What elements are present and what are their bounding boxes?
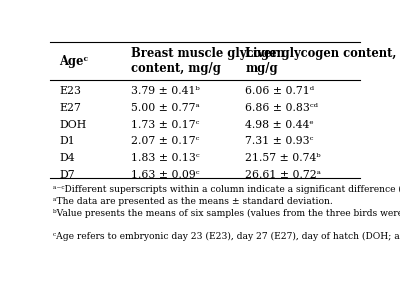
Text: 2.07 ± 0.17ᶜ: 2.07 ± 0.17ᶜ [131, 136, 199, 147]
Text: 4.98 ± 0.44ᵉ: 4.98 ± 0.44ᵉ [245, 120, 314, 130]
Text: ᵃ⁻ᶜDifferent superscripts within a column indicate a significant difference (p <: ᵃ⁻ᶜDifferent superscripts within a colum… [53, 185, 400, 194]
Text: Ageᶜ: Ageᶜ [59, 55, 88, 68]
Text: 7.31 ± 0.93ᶜ: 7.31 ± 0.93ᶜ [245, 136, 314, 147]
Text: E23: E23 [59, 86, 81, 97]
Text: Breast muscle glycogen
content, mg/g: Breast muscle glycogen content, mg/g [131, 47, 284, 75]
Text: ᵇValue presents the means of six samples (values from the three birds were poole: ᵇValue presents the means of six samples… [53, 209, 400, 218]
Text: 6.06 ± 0.71ᵈ: 6.06 ± 0.71ᵈ [245, 86, 314, 97]
Text: 26.61 ± 0.72ᵃ: 26.61 ± 0.72ᵃ [245, 170, 321, 180]
Text: 1.63 ± 0.09ᶜ: 1.63 ± 0.09ᶜ [131, 170, 199, 180]
Text: ᶜAge refers to embryonic day 23 (E23), day 27 (E27), day of hatch (DOH; after ha: ᶜAge refers to embryonic day 23 (E23), d… [53, 231, 400, 241]
Text: 21.57 ± 0.74ᵇ: 21.57 ± 0.74ᵇ [245, 153, 321, 163]
Text: Liver glycogen content,
mg/g: Liver glycogen content, mg/g [245, 47, 397, 75]
Text: 3.79 ± 0.41ᵇ: 3.79 ± 0.41ᵇ [131, 86, 199, 97]
Text: ᵃThe data are presented as the means ± standard deviation.: ᵃThe data are presented as the means ± s… [53, 197, 333, 206]
Text: D1: D1 [59, 136, 75, 147]
Text: 1.73 ± 0.17ᶜ: 1.73 ± 0.17ᶜ [131, 120, 199, 130]
Text: D7: D7 [59, 170, 75, 180]
Text: 1.83 ± 0.13ᶜ: 1.83 ± 0.13ᶜ [131, 153, 199, 163]
Text: 5.00 ± 0.77ᵃ: 5.00 ± 0.77ᵃ [131, 103, 199, 113]
Text: E27: E27 [59, 103, 81, 113]
Text: 6.86 ± 0.83ᶜᵈ: 6.86 ± 0.83ᶜᵈ [245, 103, 318, 113]
Text: DOH: DOH [59, 120, 86, 130]
Text: D4: D4 [59, 153, 75, 163]
